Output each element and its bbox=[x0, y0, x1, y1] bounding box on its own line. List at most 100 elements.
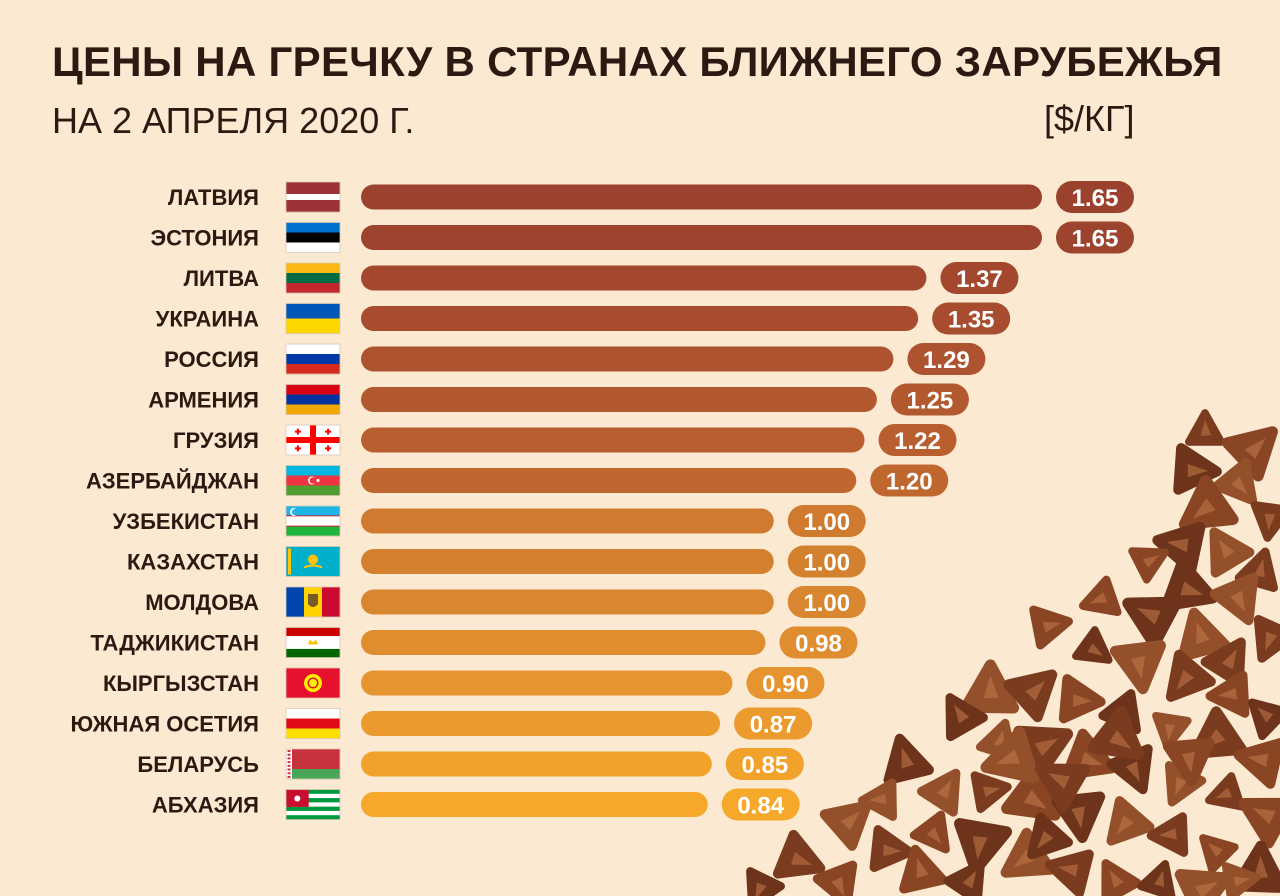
unit-label: [$/КГ] bbox=[1044, 98, 1135, 139]
bar bbox=[361, 508, 774, 534]
value-label: 1.65 bbox=[1072, 185, 1119, 212]
bar-row: УЗБЕКИСТАН 1.00 bbox=[113, 505, 866, 537]
kazakhstan-flag-icon bbox=[285, 546, 341, 577]
buckwheat-grain bbox=[1122, 596, 1183, 650]
tajikistan-flag-icon bbox=[285, 627, 341, 658]
buckwheat-grain bbox=[1072, 626, 1113, 664]
value-label: 1.25 bbox=[907, 388, 954, 415]
buckwheat-grain bbox=[857, 778, 897, 821]
value-label: 1.20 bbox=[886, 469, 933, 496]
value-label: 0.87 bbox=[750, 712, 797, 739]
bar bbox=[361, 589, 774, 615]
bar-row: ЛАТВИЯ 1.65 bbox=[168, 181, 1134, 213]
bar bbox=[361, 549, 774, 574]
value-label: 0.84 bbox=[737, 793, 784, 820]
buckwheat-grain bbox=[916, 768, 961, 817]
bar-row: БЕЛАРУСЬ 0.85 bbox=[137, 748, 804, 780]
azerbaijan-flag-icon bbox=[285, 465, 341, 496]
uzbekistan-flag-icon bbox=[285, 505, 341, 537]
buckwheat-grain bbox=[1162, 737, 1215, 787]
value-label: 1.22 bbox=[894, 428, 941, 455]
bar-row: КЫРГЫЗСТАН 0.90 bbox=[103, 667, 825, 699]
buckwheat-grain bbox=[1128, 547, 1169, 584]
buckwheat-grain bbox=[812, 860, 858, 896]
georgia-flag-icon bbox=[285, 424, 341, 456]
bar bbox=[361, 427, 865, 453]
lithuania-flag-icon bbox=[285, 262, 341, 294]
country-label: АРМЕНИЯ bbox=[148, 388, 259, 413]
value-pill bbox=[932, 302, 1011, 335]
buckwheat-grain bbox=[1078, 575, 1122, 617]
buckwheat-grain bbox=[1250, 501, 1280, 542]
buckwheat-grain bbox=[1152, 711, 1192, 751]
buckwheat-grain bbox=[909, 810, 950, 854]
bar-row: ЛИТВА 1.37 bbox=[184, 262, 1019, 294]
country-label: ЛИТВА bbox=[184, 266, 259, 291]
buckwheat-grain bbox=[1109, 640, 1166, 695]
buckwheat-grain bbox=[899, 844, 948, 894]
bar-row: ТАДЖИКИСТАН 0.98 bbox=[90, 626, 858, 659]
value-pill bbox=[779, 626, 858, 659]
buckwheat-grain bbox=[1205, 670, 1250, 718]
south-ossetia-flag-icon bbox=[285, 708, 341, 739]
buckwheat-grain bbox=[1185, 409, 1225, 446]
country-label: УЗБЕКИСТАН bbox=[113, 509, 259, 534]
value-label: 0.98 bbox=[795, 631, 842, 658]
latvia-flag-icon bbox=[285, 181, 341, 213]
bar-row: ГРУЗИЯ 1.22 bbox=[173, 424, 957, 456]
country-label: ЛАТВИЯ bbox=[168, 185, 259, 210]
chart-subtitle: НА 2 АПРЕЛЯ 2020 Г. bbox=[52, 100, 415, 141]
buckwheat-grain bbox=[1101, 859, 1142, 896]
value-label: 1.65 bbox=[1072, 226, 1119, 253]
bar bbox=[361, 792, 708, 817]
country-label: БЕЛАРУСЬ bbox=[137, 752, 259, 777]
bar bbox=[361, 387, 877, 412]
buckwheat-grain bbox=[1034, 763, 1091, 813]
kyrgyzstan-flag-icon bbox=[285, 667, 341, 699]
buckwheat-grain bbox=[1174, 869, 1233, 896]
bar-row: ЭСТОНИЯ 1.65 bbox=[150, 221, 1134, 254]
estonia-flag-icon bbox=[285, 222, 341, 253]
buckwheat-grain bbox=[1221, 862, 1261, 896]
buckwheat-grain bbox=[1253, 614, 1280, 663]
value-label: 1.00 bbox=[803, 550, 850, 577]
buckwheat-grain bbox=[1205, 772, 1246, 811]
buckwheat-grain bbox=[772, 829, 826, 879]
buckwheat-grain bbox=[1058, 674, 1106, 724]
bar-row: АРМЕНИЯ 1.25 bbox=[148, 383, 969, 416]
bar-row: РОССИЯ 1.29 bbox=[164, 343, 986, 375]
buckwheat-grain bbox=[1146, 812, 1189, 857]
buckwheat-grain bbox=[1152, 521, 1206, 575]
value-pill bbox=[1056, 181, 1134, 213]
buckwheat-grain bbox=[943, 859, 985, 896]
chart-title: ЦЕНЫ НА ГРЕЧКУ В СТРАНАХ БЛИЖНЕГО ЗАРУБЕ… bbox=[52, 38, 1223, 85]
buckwheat-grain bbox=[1029, 605, 1073, 650]
bar bbox=[361, 346, 894, 372]
ukraine-flag-icon bbox=[285, 303, 341, 334]
buckwheat-grain bbox=[1027, 812, 1073, 860]
buckwheat-grain bbox=[980, 726, 1040, 784]
belarus-flag-icon bbox=[285, 748, 341, 780]
country-label: МОЛДОВА bbox=[145, 590, 259, 615]
buckwheat-grain bbox=[819, 800, 872, 851]
bar bbox=[361, 184, 1042, 210]
value-label: 1.00 bbox=[803, 590, 850, 617]
buckwheat-grain bbox=[1248, 698, 1280, 741]
value-label: 1.37 bbox=[956, 266, 1003, 293]
buckwheat-grain bbox=[1087, 706, 1145, 761]
buckwheat-grain bbox=[883, 733, 934, 785]
bar bbox=[361, 265, 927, 291]
buckwheat-grain bbox=[746, 867, 785, 896]
buckwheat-grain bbox=[1106, 796, 1155, 846]
buckwheat-grain bbox=[1200, 637, 1246, 688]
country-label: ТАДЖИКИСТАН bbox=[90, 631, 259, 656]
value-pill bbox=[746, 667, 825, 699]
value-pill bbox=[721, 788, 800, 821]
country-label: РОССИЯ bbox=[164, 347, 259, 372]
moldova-flag-icon bbox=[285, 586, 341, 618]
country-label: КАЗАХСТАН bbox=[127, 550, 259, 575]
buckwheat-grain bbox=[1173, 443, 1222, 495]
value-label: 1.29 bbox=[923, 347, 970, 374]
buckwheat-grain bbox=[1161, 557, 1218, 612]
bar-row: МОЛДОВА 1.00 bbox=[145, 586, 866, 618]
